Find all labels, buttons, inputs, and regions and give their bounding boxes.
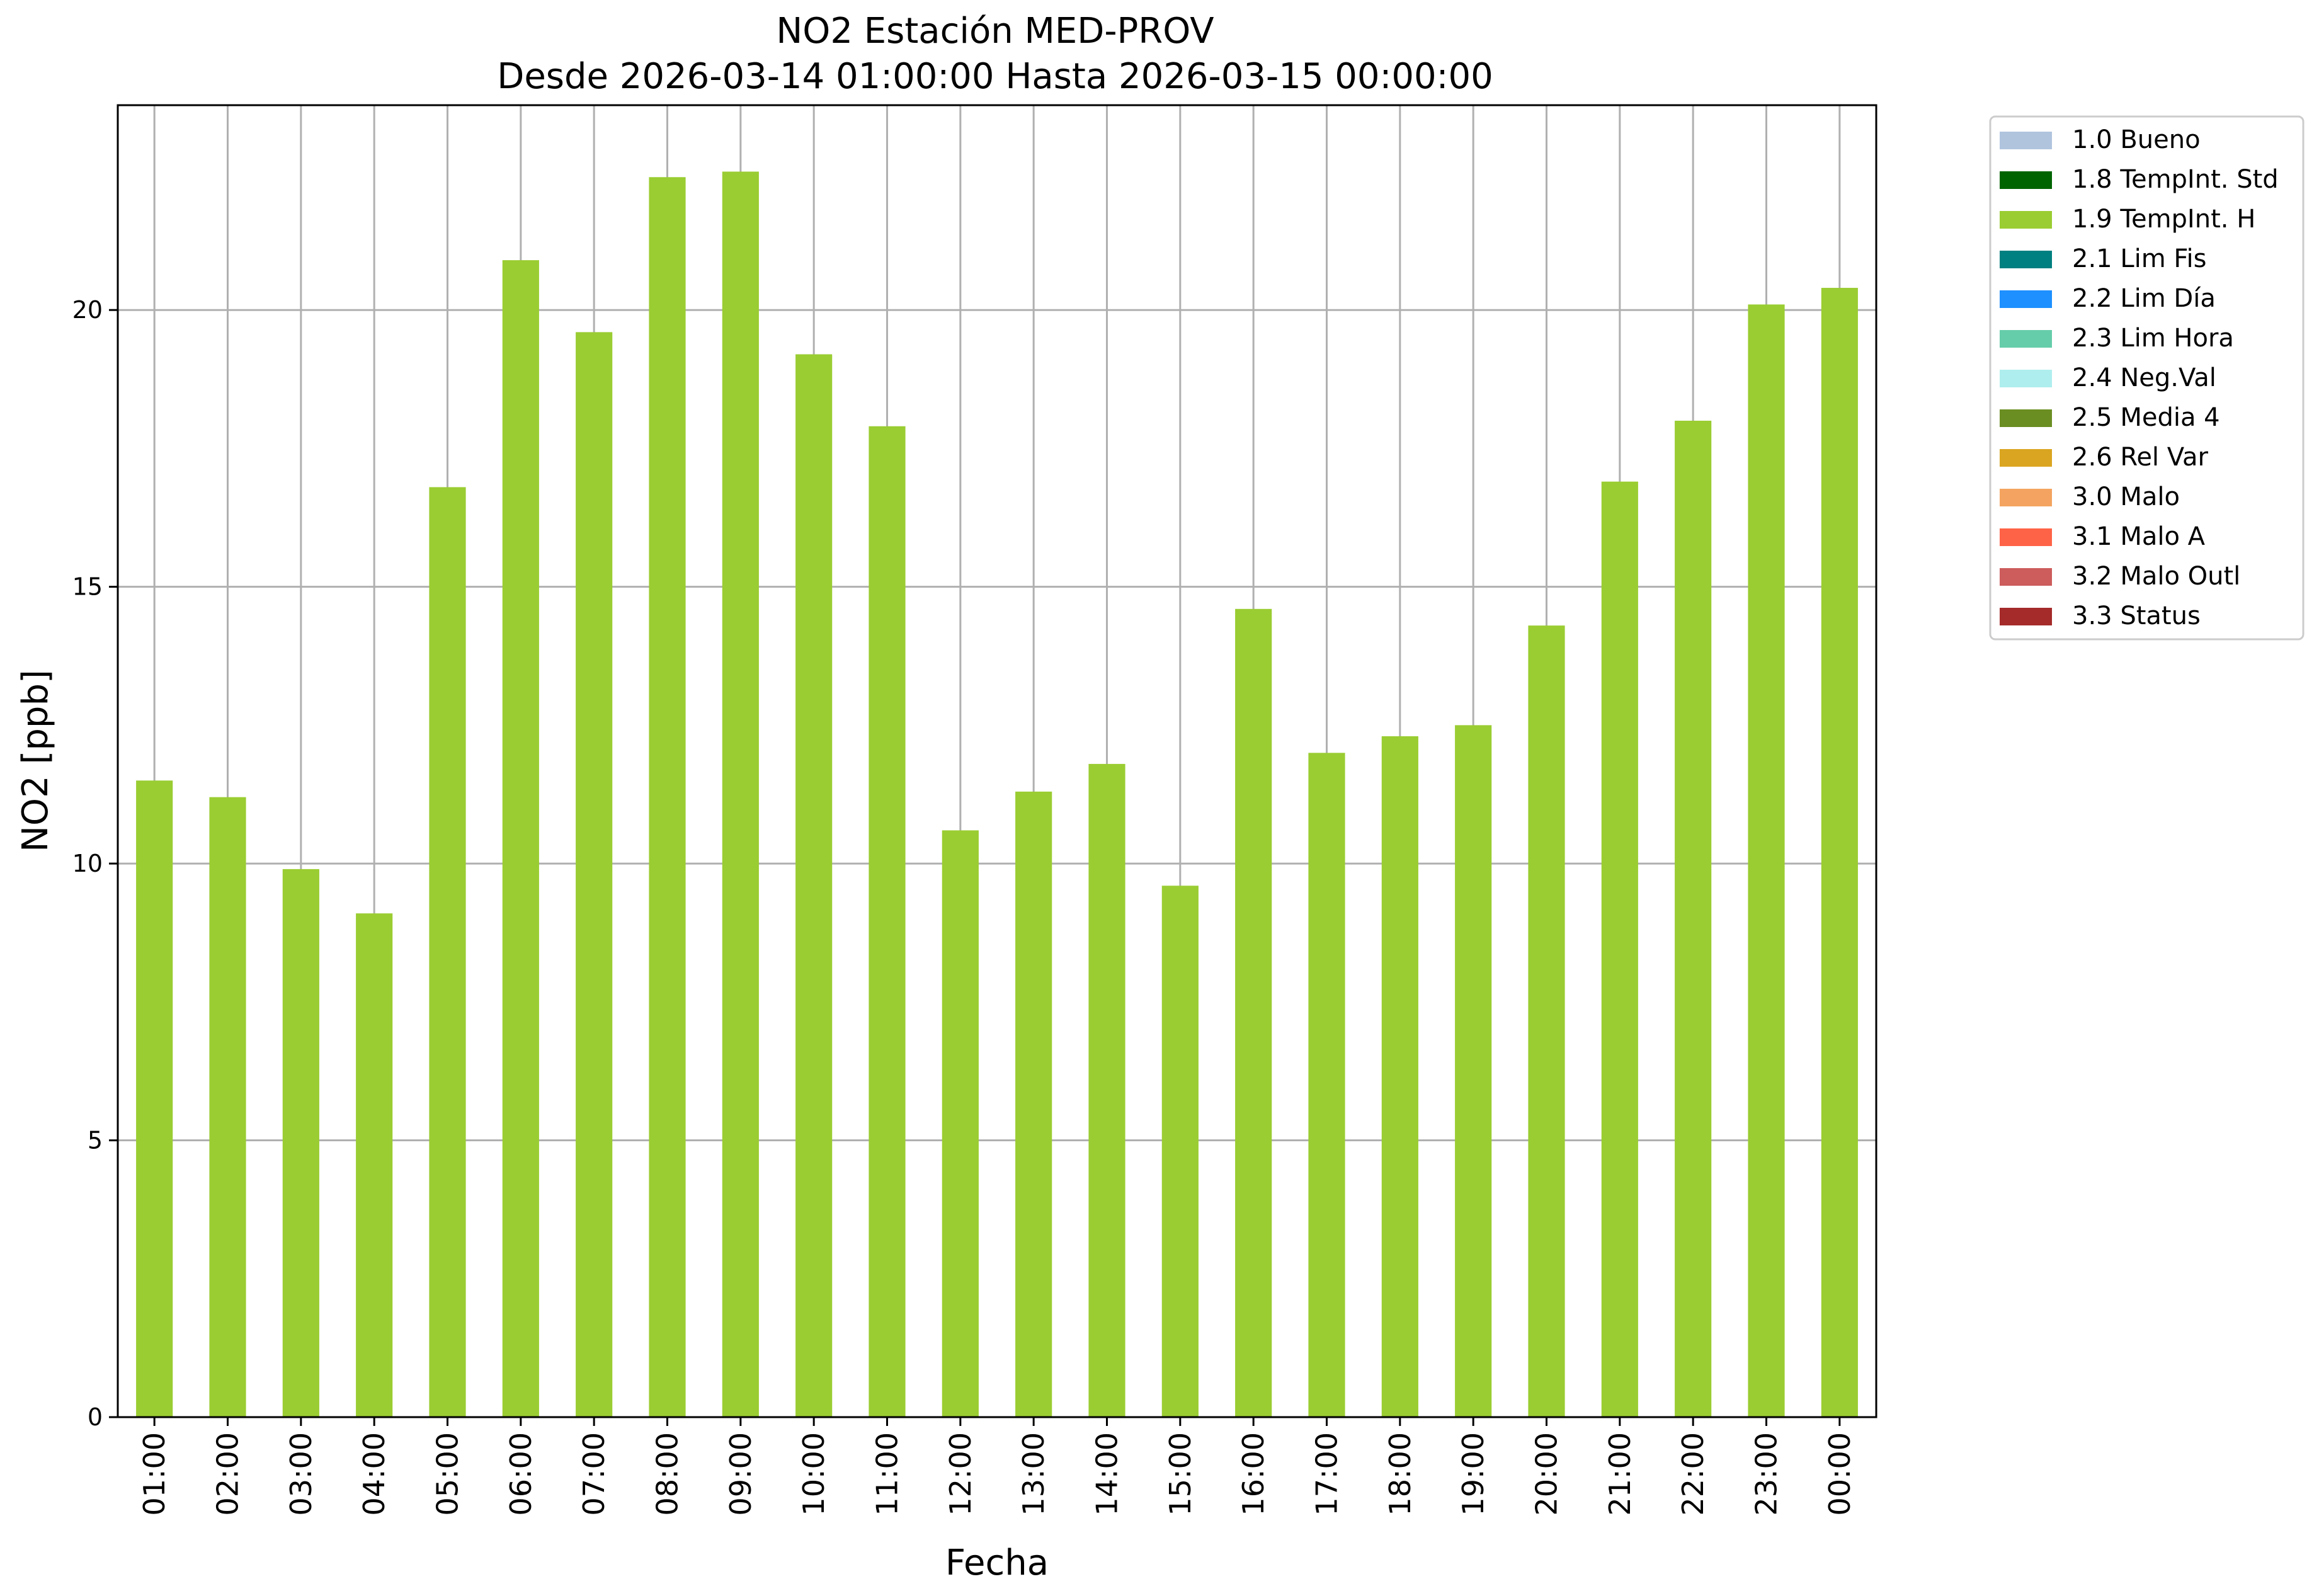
legend-items: 1.0 Bueno 1.8 TempInt. Std 1.9 TempInt. H 2… bbox=[2000, 125, 2279, 630]
bar bbox=[1675, 420, 1712, 1418]
bar bbox=[356, 913, 393, 1417]
x-tick-label: 07:00 bbox=[577, 1432, 611, 1516]
legend-label: 2.3 Lim Hora bbox=[2072, 324, 2234, 353]
y-tick-label: 20 bbox=[72, 296, 103, 324]
legend-swatch bbox=[2000, 132, 2052, 149]
legend-label: 2.5 Media 4 bbox=[2072, 403, 2220, 432]
x-tick-label: 02:00 bbox=[211, 1432, 245, 1516]
bar bbox=[1528, 625, 1565, 1418]
legend-swatch bbox=[2000, 489, 2052, 506]
legend-swatch bbox=[2000, 449, 2052, 467]
bar bbox=[136, 780, 173, 1417]
x-tick-label: 11:00 bbox=[870, 1432, 904, 1516]
x-tick-label: 05:00 bbox=[431, 1432, 465, 1516]
bar bbox=[209, 797, 246, 1417]
legend-label: 3.3 Status bbox=[2072, 601, 2201, 630]
y-tick-label: 5 bbox=[88, 1127, 103, 1154]
bar bbox=[1015, 791, 1052, 1417]
x-tick-label: 18:00 bbox=[1383, 1432, 1417, 1516]
bar bbox=[795, 354, 833, 1417]
y-tick-label: 0 bbox=[88, 1403, 103, 1431]
bar bbox=[1455, 725, 1492, 1417]
legend-swatch bbox=[2000, 568, 2052, 586]
bar bbox=[1821, 288, 1858, 1417]
x-tick-label: 09:00 bbox=[724, 1432, 758, 1516]
x-axis-label: Fecha bbox=[945, 1542, 1049, 1583]
legend-swatch bbox=[2000, 290, 2052, 308]
legend: 1.0 Bueno 1.8 TempInt. Std 1.9 TempInt. H 2… bbox=[1989, 115, 2305, 641]
bar bbox=[869, 426, 906, 1418]
x-axis-ticks: 01:00 02:00 03:00 04:00 05:00 06:00 07:00 08:00… bbox=[137, 1417, 1857, 1516]
legend-swatch bbox=[2000, 370, 2052, 387]
bar bbox=[1601, 481, 1638, 1417]
legend-label: 2.1 Lim Fis bbox=[2072, 244, 2206, 273]
bar bbox=[429, 487, 466, 1417]
legend-label: 1.8 TempInt. Std bbox=[2072, 165, 2279, 194]
x-tick-label: 12:00 bbox=[943, 1432, 977, 1516]
x-tick-label: 15:00 bbox=[1163, 1432, 1197, 1516]
bar bbox=[1381, 736, 1418, 1417]
bar bbox=[1088, 763, 1125, 1417]
bar bbox=[942, 830, 979, 1417]
chart-title: NO2 Estación MED-PROV bbox=[776, 11, 1214, 52]
legend-swatch bbox=[2000, 608, 2052, 625]
legend-swatch bbox=[2000, 171, 2052, 189]
x-tick-label: 06:00 bbox=[504, 1432, 538, 1516]
bar bbox=[282, 869, 319, 1417]
x-tick-label: 13:00 bbox=[1017, 1432, 1051, 1516]
chart-subtitle: Desde 2026-03-14 01:00:00 Hasta 2026-03-… bbox=[497, 56, 1493, 97]
legend-label: 3.2 Malo Outl bbox=[2072, 562, 2240, 591]
x-tick-label: 03:00 bbox=[284, 1432, 318, 1516]
bar bbox=[722, 171, 759, 1417]
x-tick-label: 10:00 bbox=[797, 1432, 831, 1516]
y-tick-label: 10 bbox=[72, 850, 103, 877]
x-tick-label: 04:00 bbox=[357, 1432, 391, 1516]
x-tick-label: 16:00 bbox=[1236, 1432, 1270, 1516]
x-tick-label: 14:00 bbox=[1090, 1432, 1124, 1516]
bar bbox=[502, 260, 539, 1418]
x-tick-label: 21:00 bbox=[1603, 1432, 1637, 1516]
legend-label: 2.6 Rel Var bbox=[2072, 443, 2209, 472]
legend-label: 3.0 Malo bbox=[2072, 482, 2180, 511]
bar bbox=[649, 177, 686, 1418]
x-tick-label: 23:00 bbox=[1750, 1432, 1784, 1516]
x-tick-label: 22:00 bbox=[1676, 1432, 1710, 1516]
legend-swatch bbox=[2000, 330, 2052, 348]
legend-swatch bbox=[2000, 251, 2052, 268]
bar bbox=[576, 332, 613, 1417]
legend-label: 3.1 Malo A bbox=[2072, 522, 2206, 551]
x-tick-label: 19:00 bbox=[1456, 1432, 1490, 1516]
legend-swatch bbox=[2000, 409, 2052, 427]
y-axis-label: NO2 [ppb] bbox=[15, 670, 56, 852]
bar bbox=[1748, 304, 1785, 1418]
plot-frame bbox=[117, 104, 1877, 1418]
x-tick-label: 20:00 bbox=[1530, 1432, 1564, 1516]
legend-label: 2.4 Neg.Val bbox=[2072, 363, 2216, 392]
legend-frame bbox=[1989, 115, 2305, 641]
x-tick-label: 01:00 bbox=[137, 1432, 171, 1516]
x-tick-label: 08:00 bbox=[651, 1432, 685, 1516]
legend-swatch bbox=[2000, 528, 2052, 546]
legend-label: 2.2 Lim Día bbox=[2072, 284, 2216, 313]
y-axis-ticks: 0 5 10 15 20 bbox=[72, 296, 118, 1431]
legend-swatch bbox=[2000, 211, 2052, 229]
legend-label: 1.9 TempInt. H bbox=[2072, 205, 2255, 234]
legend-label: 1.0 Bueno bbox=[2072, 125, 2201, 154]
bar bbox=[1235, 608, 1272, 1417]
x-tick-label: 00:00 bbox=[1823, 1432, 1857, 1516]
y-tick-label: 15 bbox=[72, 573, 103, 601]
bar bbox=[1308, 753, 1345, 1417]
bar bbox=[1161, 886, 1199, 1417]
bars bbox=[136, 171, 1858, 1418]
x-tick-label: 17:00 bbox=[1310, 1432, 1344, 1516]
